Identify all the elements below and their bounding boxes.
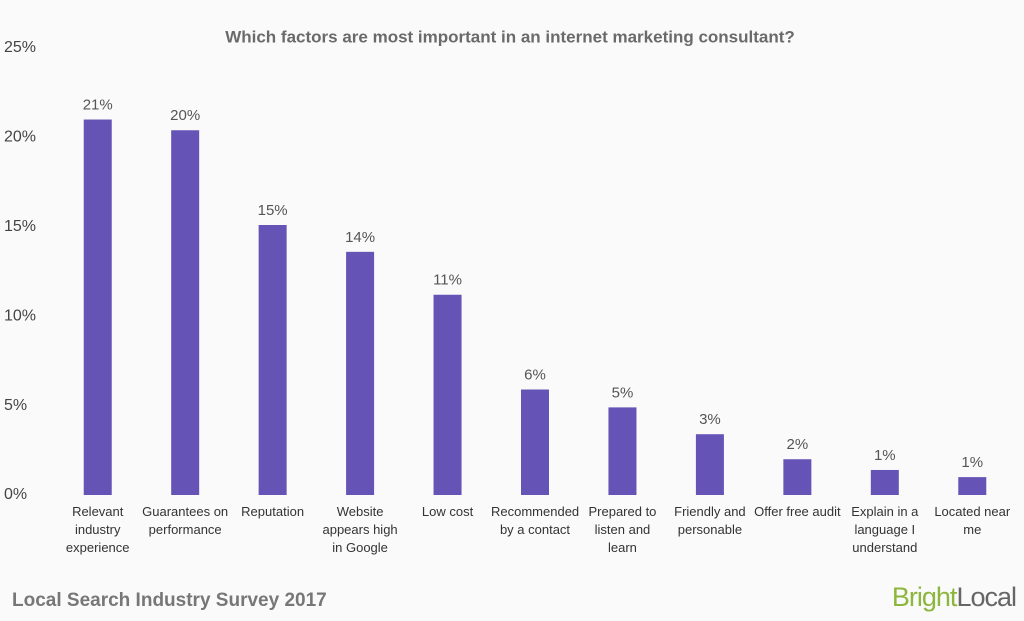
y-tick-label: 0%: [4, 486, 27, 503]
bar: [608, 407, 637, 495]
bar: [433, 294, 462, 495]
logo-part: Local: [956, 582, 1017, 612]
bar: [346, 251, 375, 495]
value-label: 21%: [83, 96, 113, 113]
y-tick-label: 10%: [4, 307, 36, 324]
x-tick-label: Prepared to listen and learn: [588, 504, 657, 555]
bar: [870, 469, 899, 495]
bar: [783, 459, 812, 495]
value-label: 14%: [345, 229, 375, 246]
y-tick-label: 15%: [4, 218, 36, 235]
x-tick-label: Located near me: [934, 504, 1011, 537]
bar: [695, 434, 724, 495]
bar: [83, 119, 112, 496]
bar: [171, 130, 200, 496]
value-label: 5%: [612, 384, 634, 401]
x-tick-label: Guarantees on performance: [142, 504, 229, 537]
logo: BrightLocal: [891, 582, 1017, 613]
y-tick-label: 20%: [4, 129, 36, 146]
chart-title: Which factors are most important in an i…: [225, 27, 795, 46]
value-label: 1%: [874, 447, 896, 464]
bar: [521, 389, 549, 495]
value-label: 11%: [433, 272, 462, 289]
x-tick-label: Relevant industry experience: [65, 504, 130, 555]
value-label: 6%: [524, 366, 546, 383]
value-label: 20%: [170, 107, 200, 124]
x-tick-label: Offer free audit: [754, 504, 841, 519]
value-label: 2%: [787, 436, 809, 453]
x-tick-label: Explain in a language I understand: [851, 504, 919, 555]
x-tick-label: Friendly and personable: [674, 504, 746, 537]
y-tick-label: 25%: [4, 39, 36, 56]
x-tick-label: Website appears high in Google: [322, 504, 398, 555]
bar: [958, 477, 987, 495]
x-tick-label: Low cost: [421, 504, 474, 519]
x-tick-label: Reputation: [241, 504, 305, 519]
value-label: 1%: [961, 454, 983, 471]
source-note: Local Search Industry Survey 2017: [12, 590, 327, 611]
bar: [258, 225, 287, 495]
x-tick-label: Recommended by a contact: [491, 504, 580, 537]
y-tick-label: 5%: [4, 397, 27, 414]
value-label: 3%: [699, 411, 721, 428]
value-label: 15%: [258, 202, 288, 219]
logo-part: Bright: [891, 582, 958, 612]
